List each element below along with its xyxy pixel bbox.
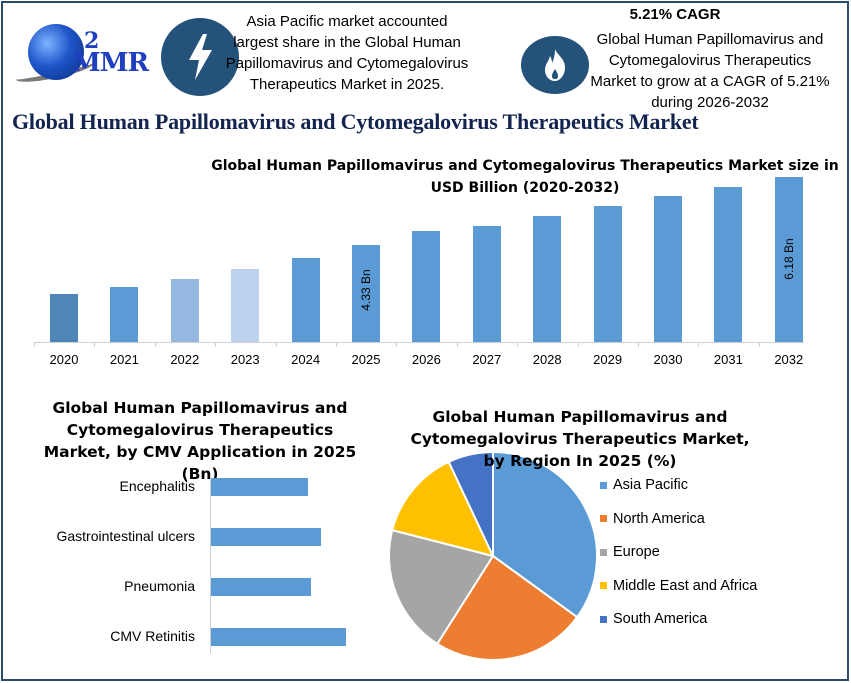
x-tick-label: 2029 — [593, 352, 623, 367]
pie-chart — [388, 450, 598, 661]
page-title: Global Human Papillomavirus and Cytomega… — [12, 109, 699, 134]
legend-swatch — [600, 615, 607, 623]
hbar-encephalitis — [211, 478, 308, 496]
x-tick — [34, 342, 35, 347]
hbar-pneumonia — [211, 578, 311, 596]
bar-chart-title: Global Human Papillomavirus and Cytomega… — [211, 158, 839, 196]
bar-2030 — [654, 196, 682, 342]
bar-2026 — [412, 231, 441, 342]
x-tick — [758, 342, 760, 347]
pie-slice-middle-east-and-africa — [391, 460, 495, 558]
bar-2020 — [50, 293, 78, 342]
y-axis — [210, 476, 211, 654]
legend-swatch — [600, 582, 607, 589]
legend-swatch — [600, 548, 607, 556]
pie-slice-north-america — [435, 554, 579, 661]
pie-slice-south-america — [447, 450, 494, 557]
legend-swatch — [600, 515, 607, 522]
info-right-text: Global Human Papillomavirus and Cytomega… — [590, 31, 830, 111]
x-tick — [275, 342, 277, 347]
legend-swatch — [600, 481, 607, 489]
pie-slice-europe — [388, 528, 495, 646]
globe-icon — [28, 24, 84, 80]
bar-2024 — [291, 257, 320, 342]
bar-2021 — [110, 286, 139, 342]
data-label: 6.18 Bn — [781, 238, 796, 280]
legend-item: Europe — [600, 544, 660, 560]
x-tick — [577, 342, 579, 347]
hbar-chart-title: Global Human Papillomavirus and Cytomega… — [43, 399, 357, 483]
legend-item: South America — [600, 611, 707, 627]
category-label: CMV Retinitis — [110, 628, 195, 644]
x-tick-label: 2027 — [472, 352, 502, 367]
cagr-headline: 5.21% CAGR — [629, 6, 721, 23]
x-tick-label: 2030 — [653, 352, 683, 367]
x-tick-label: 2032 — [774, 352, 804, 367]
legend-label: Europe — [613, 544, 660, 560]
x-tick — [638, 342, 639, 347]
hbar-gastrointestinal-ulcers — [211, 528, 321, 546]
legend-label: Asia Pacific — [613, 477, 688, 493]
bar-2031 — [714, 186, 743, 342]
x-tick-label: 2023 — [230, 352, 260, 367]
x-tick — [215, 342, 217, 347]
logo-superscript: 2 — [84, 28, 100, 54]
logo-text: MMR — [72, 48, 149, 78]
category-label: Gastrointestinal ulcers — [56, 528, 195, 544]
x-tick-label: 2020 — [49, 352, 79, 367]
data-label: 4.33 Bn — [359, 269, 373, 311]
x-tick-label: 2025 — [351, 352, 381, 367]
x-tick — [698, 342, 700, 347]
x-tick-label: 2022 — [170, 352, 200, 367]
bar-2027 — [472, 225, 501, 342]
bar-2029 — [593, 206, 622, 342]
legend-label: South America — [613, 611, 708, 627]
legend-label: North America — [613, 510, 705, 527]
legend-item: Asia Pacific — [600, 477, 688, 493]
hbar-cmv-retinitis — [211, 628, 346, 646]
lightning-bolt-icon — [161, 18, 239, 96]
x-tick — [94, 342, 96, 347]
legend-label: Middle East and Africa — [613, 577, 758, 594]
pie-chart-title: Global Human Papillomavirus and Cytomega… — [410, 408, 750, 470]
category-label: Pneumonia — [124, 578, 195, 594]
category-label: Encephalitis — [119, 478, 196, 494]
pie-slice-asia-pacific — [492, 450, 598, 619]
bar-2032 — [774, 176, 803, 342]
x-tick — [517, 342, 519, 347]
bar-2025 — [352, 245, 380, 342]
x-axis — [34, 342, 804, 343]
x-tick-label: 2024 — [291, 352, 321, 367]
x-tick — [154, 342, 156, 347]
info-left-text: Asia Pacific market accounted largest sh… — [225, 13, 469, 93]
x-tick — [456, 342, 458, 347]
legend-item: North America — [600, 511, 705, 527]
flame-icon — [521, 36, 589, 94]
x-tick — [396, 342, 398, 347]
x-tick — [336, 342, 337, 347]
bar-2022 — [170, 278, 199, 342]
x-tick-label: 2031 — [713, 352, 743, 367]
legend-item: Middle East and Africa — [600, 578, 757, 594]
bar-2028 — [533, 215, 562, 342]
x-tick-label: 2028 — [532, 352, 562, 367]
x-tick-label: 2026 — [411, 352, 441, 367]
bar-2023 — [231, 268, 260, 342]
x-tick-label: 2021 — [109, 352, 139, 367]
